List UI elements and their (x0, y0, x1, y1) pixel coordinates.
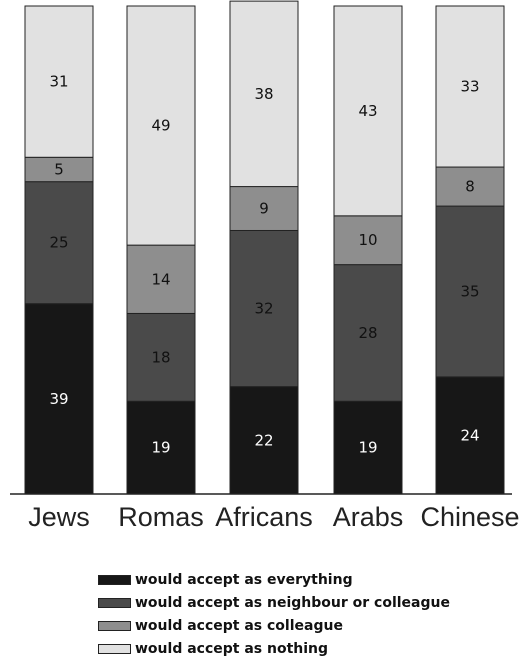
data-label: 39 (49, 390, 68, 408)
bar-segment (333, 215, 403, 266)
data-label: 22 (254, 431, 273, 449)
data-label: 49 (151, 117, 170, 135)
legend-item: would accept as nothing (98, 637, 450, 660)
data-label: 31 (49, 73, 68, 91)
data-label: 28 (358, 324, 377, 342)
bar-segment (24, 5, 94, 158)
bar-segment (126, 244, 196, 314)
legend-swatch (98, 574, 131, 585)
data-label: 32 (254, 300, 273, 318)
data-label: 35 (460, 282, 479, 300)
x-tick-label: Africans (215, 502, 313, 532)
legend-item: would accept as colleague (98, 614, 450, 637)
data-label: 24 (460, 426, 479, 444)
bar-segment (126, 312, 196, 402)
legend-label: would accept as colleague (135, 617, 343, 634)
bar-segment (333, 400, 403, 495)
data-label: 14 (151, 270, 170, 288)
bar-segment (24, 181, 94, 305)
x-tick-label: Arabs (333, 502, 404, 532)
bar-segment (435, 205, 505, 378)
stacked-bar-chart: 39 25 5 31 Jews 19 18 14 49 Romas 22 32 9 38 Africans 1… (10, 0, 520, 657)
data-label: 18 (151, 348, 170, 366)
bar-segment (229, 0, 299, 188)
bar-segment (435, 166, 505, 207)
legend-label: would accept as nothing (135, 640, 329, 657)
x-tick-label: Jews (28, 502, 90, 532)
bar-segment (229, 186, 299, 231)
bar-segment (333, 5, 403, 217)
bar-segment (435, 376, 505, 495)
data-label: 9 (259, 200, 269, 218)
x-tick-label: Romas (118, 502, 204, 532)
bar-segment (24, 303, 94, 495)
chart-plot: 39 25 5 31 Jews 19 18 14 49 Romas 22 32 9 38 Africans 1… (10, 0, 520, 532)
data-label: 43 (358, 102, 377, 120)
data-label: 19 (151, 439, 170, 457)
legend-swatch (98, 620, 131, 631)
data-label: 5 (54, 160, 64, 178)
bar-segment (435, 5, 505, 168)
legend-item: would accept as everything (98, 568, 450, 591)
data-label: 33 (460, 78, 479, 96)
chart-legend: would accept as everything would accept a… (98, 568, 450, 660)
data-label: 8 (465, 178, 475, 196)
legend-swatch (98, 597, 131, 608)
bar-segment (229, 229, 299, 388)
data-label: 10 (358, 231, 377, 249)
bar-segment (126, 400, 196, 495)
bar-segment (126, 5, 196, 246)
legend-label: would accept as everything (135, 571, 353, 588)
legend-swatch (98, 643, 131, 654)
data-label: 25 (49, 234, 68, 252)
data-label: 38 (254, 85, 273, 103)
x-tick-label: Chinese (420, 502, 519, 532)
legend-item: would accept as neighbour or colleague (98, 591, 450, 614)
data-label: 19 (358, 439, 377, 457)
legend-label: would accept as neighbour or colleague (135, 594, 450, 611)
